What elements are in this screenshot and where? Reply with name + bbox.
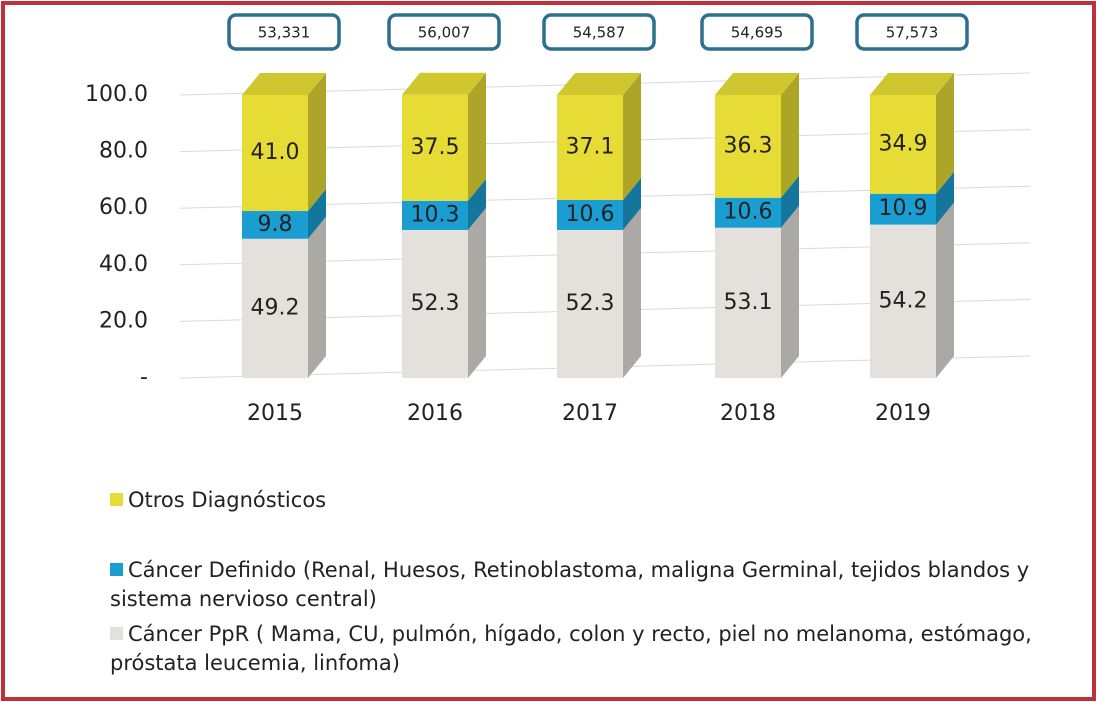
total-box — [700, 13, 814, 51]
value-label: 34.9 — [879, 131, 928, 156]
value-label: 10.6 — [724, 200, 773, 225]
bar-segment — [242, 238, 308, 378]
bar-segment — [870, 95, 936, 194]
bar-side — [468, 178, 486, 230]
bar-segment — [242, 95, 308, 212]
value-label: 52.3 — [566, 291, 615, 316]
bar-top — [557, 73, 641, 95]
bar-side — [623, 207, 641, 378]
bar-top — [402, 72, 486, 95]
bar-segment — [557, 95, 623, 200]
bar-side — [468, 207, 486, 378]
bar-side — [781, 73, 799, 198]
bar-top — [242, 73, 326, 95]
value-label: 36.3 — [724, 133, 773, 158]
value-label: 10.9 — [879, 196, 928, 221]
bar-side — [468, 72, 486, 201]
bar-segment — [715, 197, 781, 228]
x-tick-label: 2015 — [247, 401, 303, 426]
value-label: 37.1 — [566, 134, 615, 159]
legend-swatch — [110, 493, 123, 506]
total-label: 54,695 — [731, 24, 784, 42]
bar-side — [308, 73, 326, 212]
bar-segment — [870, 224, 936, 378]
total-box — [387, 13, 501, 51]
bar-segment — [402, 94, 468, 201]
total-label: 53,331 — [258, 24, 311, 42]
legend-swatch — [110, 563, 123, 576]
bar-side — [308, 189, 326, 239]
total-box — [542, 13, 656, 51]
legend-item: Cáncer PpR ( Mama, CU, pulmón, hígado, c… — [110, 620, 1060, 678]
bar-side — [623, 73, 641, 200]
y-tick-label: 80.0 — [99, 139, 148, 164]
bar-segment — [242, 211, 308, 239]
total-box — [227, 13, 341, 51]
legend-label: Cáncer PpR ( Mama, CU, pulmón, hígado, c… — [110, 622, 1032, 675]
legend-label: Otros Diagnósticos — [128, 488, 327, 512]
y-tick-label: 40.0 — [99, 252, 148, 277]
value-label: 53.1 — [724, 290, 773, 315]
value-label: 9.8 — [258, 212, 293, 237]
bar-segment — [870, 193, 936, 225]
bar-top — [715, 73, 799, 95]
legend-item: Otros Diagnósticos — [110, 486, 1060, 515]
bar-side — [781, 205, 799, 378]
bar-segment — [715, 227, 781, 378]
bar-side — [781, 175, 799, 228]
bar-side — [623, 177, 641, 230]
y-tick-label: 100.0 — [85, 82, 148, 107]
total-label: 54,587 — [573, 24, 626, 42]
bar-side — [936, 73, 954, 194]
bar-side — [936, 171, 954, 225]
bar-segment — [557, 199, 623, 230]
bar-segment — [715, 95, 781, 198]
total-label: 56,007 — [418, 24, 471, 42]
bar-segment — [557, 229, 623, 378]
x-tick-label: 2018 — [720, 401, 776, 426]
total-label: 57,573 — [886, 24, 939, 42]
bar-side — [936, 202, 954, 378]
bar-segment — [402, 229, 468, 378]
legend-label: Cáncer Definido (Renal, Huesos, Retinobl… — [110, 558, 1030, 611]
x-tick-label: 2016 — [407, 401, 463, 426]
value-label: 54.2 — [879, 288, 928, 313]
total-box — [855, 13, 969, 51]
value-label: 41.0 — [251, 140, 300, 165]
value-label: 10.6 — [566, 202, 615, 227]
value-label: 49.2 — [251, 295, 300, 320]
y-tick-label: 60.0 — [99, 195, 148, 220]
value-label: 10.3 — [411, 202, 460, 227]
value-label: 52.3 — [411, 291, 460, 316]
legend-item: Cáncer Definido (Renal, Huesos, Retinobl… — [110, 556, 1060, 614]
bar-top — [870, 73, 954, 95]
legend-swatch — [110, 627, 123, 640]
y-tick-label: 20.0 — [99, 308, 148, 333]
x-tick-label: 2017 — [562, 401, 618, 426]
value-label: 37.5 — [411, 135, 460, 160]
bar-segment — [402, 200, 468, 230]
bar-side — [308, 216, 326, 378]
x-tick-label: 2019 — [875, 401, 931, 426]
y-tick-label: - — [140, 365, 148, 390]
